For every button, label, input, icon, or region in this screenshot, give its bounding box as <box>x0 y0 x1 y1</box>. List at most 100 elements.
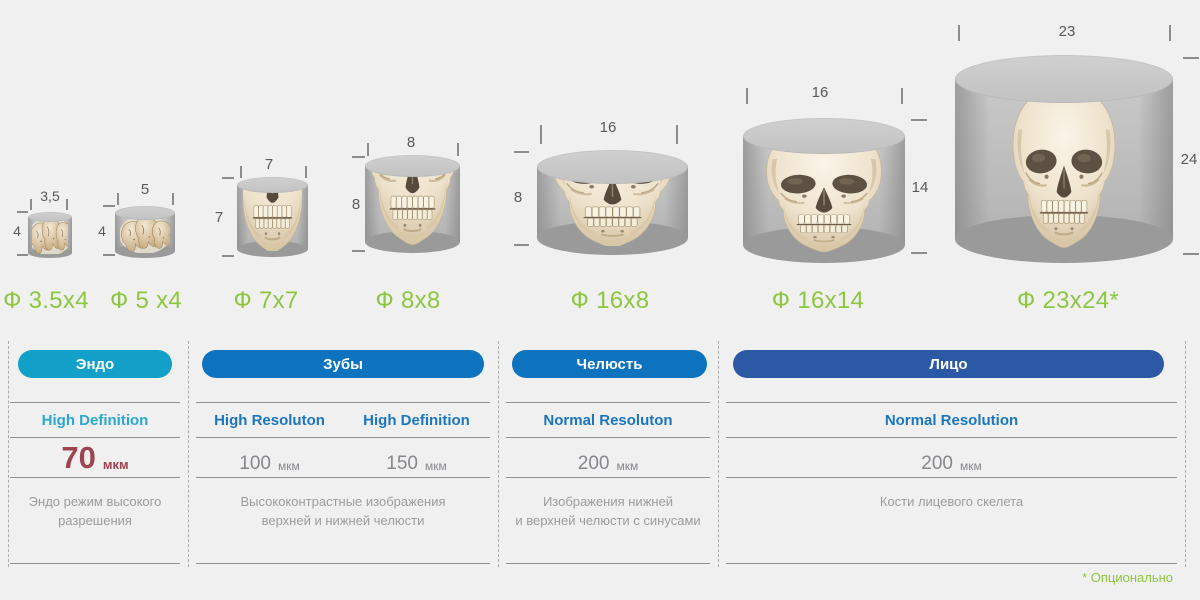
dim-tick <box>911 119 927 121</box>
teeth-voxel-value-left: 100 <box>239 453 271 474</box>
column-separator <box>1185 341 1186 567</box>
teeth-voxel-unit-right: мкм <box>424 459 447 473</box>
column-separator <box>188 341 189 567</box>
row-divider <box>506 402 710 403</box>
fov-cylinder <box>537 150 688 255</box>
endo-voxel-value: 70 <box>61 440 96 475</box>
endo-resolution-label: High Definition <box>41 411 149 429</box>
fov-label: Ф 8x8 <box>375 287 441 314</box>
row-divider <box>196 402 490 403</box>
column-separator <box>498 341 499 567</box>
fov-diameter-value: 5 <box>140 181 150 198</box>
fov-cylinder <box>365 155 460 253</box>
full-skull-scan-image <box>1012 84 1116 249</box>
fov-cylinder <box>955 55 1173 263</box>
jaw-voxel-unit: мкм <box>616 459 639 473</box>
optional-footnote: * Опционально <box>1082 570 1173 585</box>
dim-tick <box>305 166 307 178</box>
row-divider <box>726 437 1177 438</box>
dim-tick <box>367 143 369 156</box>
jaw-mode-button[interactable]: Челюсть <box>512 350 707 378</box>
dim-tick <box>352 250 365 252</box>
dim-tick <box>676 125 678 144</box>
endo-mode-button[interactable]: Эндо <box>18 350 172 378</box>
mode-column-face: Лицо Normal Resolution 200 мкм Кости лиц… <box>726 343 1177 568</box>
fov-diameter-value: 3,5 <box>40 188 60 204</box>
dim-tick <box>240 166 242 178</box>
fov-cylinder <box>743 118 905 263</box>
jaw-voxel-value: 200 <box>577 453 610 474</box>
face-voxel-unit: мкм <box>959 459 982 473</box>
column-separator <box>8 341 9 567</box>
dim-tick <box>352 156 365 158</box>
face-mode-button[interactable]: Лицо <box>733 350 1164 378</box>
jaw-scan-image <box>243 189 302 251</box>
teeth-voxel-value-right: 150 <box>386 453 418 474</box>
endo-description: Эндо режим высокого разрешения <box>28 494 162 528</box>
row-divider <box>196 563 490 564</box>
mode-column-jaw: Челюсть Normal Resoluton 200 мкм Изображ… <box>506 343 710 568</box>
fov-label: Ф 16x14 <box>771 287 865 314</box>
dim-tick <box>17 254 28 256</box>
dim-tick <box>958 25 960 41</box>
fov-diameter-value: 16 <box>599 119 617 136</box>
jaw-resolution-label: Normal Resoluton <box>543 411 673 429</box>
face-resolution-label: Normal Resolution <box>884 411 1019 429</box>
dim-tick <box>103 205 115 207</box>
teeth-scan-image <box>120 215 170 253</box>
dim-tick <box>1183 253 1199 255</box>
dim-tick <box>172 193 174 205</box>
fov-label: Ф 5 x4 <box>109 287 183 314</box>
fov-height-value: 8 <box>513 189 523 206</box>
row-divider <box>726 402 1177 403</box>
dim-tick <box>17 211 28 213</box>
fov-label: Ф 23x24* <box>1016 287 1120 314</box>
row-divider <box>506 477 710 478</box>
fov-label: Ф 7x7 <box>233 287 299 314</box>
dim-tick <box>540 125 542 144</box>
fov-label: Ф 16x8 <box>570 287 650 314</box>
dim-tick <box>514 244 529 246</box>
fov-height-value: 7 <box>214 209 224 226</box>
fov-cylinder <box>28 212 72 258</box>
fov-diameter-value: 8 <box>406 134 416 151</box>
column-separator <box>718 341 719 567</box>
fov-cylinder <box>237 177 308 257</box>
fov-height-value: 4 <box>13 223 21 239</box>
teeth-resolution-label-left: High Resoluton <box>214 411 325 429</box>
dim-tick <box>30 199 32 210</box>
jaw-description: Изображения нижней и верхней челюсти с с… <box>515 494 701 528</box>
face-voxel-value: 200 <box>921 453 953 474</box>
dim-tick <box>117 193 119 205</box>
row-divider <box>196 437 490 438</box>
row-divider <box>10 477 180 478</box>
endo-voxel-unit: мкм <box>102 457 129 472</box>
dim-tick <box>222 255 234 257</box>
fov-height-value: 8 <box>351 196 361 213</box>
row-divider <box>10 437 180 438</box>
teeth-mode-button[interactable]: Зубы <box>202 350 484 378</box>
fov-diameter-value: 7 <box>264 156 274 173</box>
row-divider <box>506 563 710 564</box>
mode-column-endo: Эндо High Definition 70 мкм Эндо режим в… <box>10 343 180 568</box>
fov-label: Ф 3.5x4 <box>3 287 89 314</box>
row-divider <box>196 477 490 478</box>
row-divider <box>726 563 1177 564</box>
face-description: Кости лицевого скелета <box>879 494 1024 509</box>
dim-tick <box>514 151 529 153</box>
dim-tick <box>746 88 748 104</box>
teeth-voxel-unit-left: мкм <box>277 459 300 473</box>
teeth-scan-image <box>32 220 68 254</box>
fov-height-value: 14 <box>911 179 929 196</box>
fov-height-value: 4 <box>98 223 106 239</box>
fov-height-value: 24 <box>1180 151 1198 168</box>
dim-tick <box>66 199 68 210</box>
jaw-scan-image <box>372 169 453 246</box>
fov-diameter-value: 23 <box>1058 23 1076 40</box>
fov-cylinder <box>115 206 175 258</box>
dim-tick <box>222 177 234 179</box>
row-divider <box>726 477 1177 478</box>
mode-column-teeth: Зубы High Resoluton High Definition 100 … <box>196 343 490 568</box>
row-divider <box>10 402 180 403</box>
